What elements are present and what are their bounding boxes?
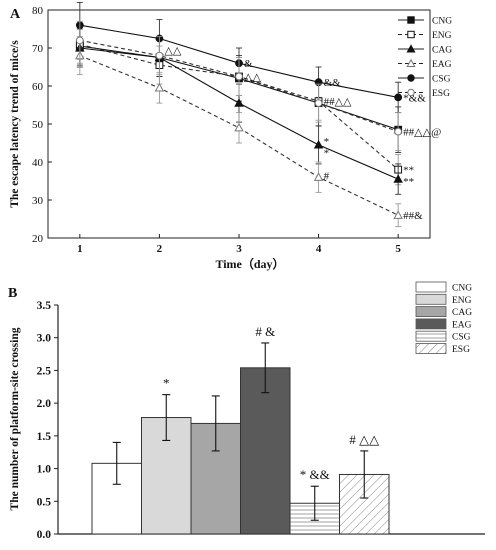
line-chart-series-line [79, 55, 399, 216]
bar-chart-y-tick-label: 2.0 [37, 398, 52, 410]
bar-chart-legend-swatch [415, 293, 447, 305]
bar-chart-bar [240, 367, 291, 535]
bar-chart-bars: * # & * && # △△ [91, 324, 390, 535]
line-chart-legend: CNG ENG CAG EAG CSG ESG [398, 16, 452, 99]
line-chart-legend-label: CNG [432, 17, 452, 27]
bar-chart-y-tick-label: 1.5 [37, 431, 52, 443]
line-chart-annotation: ** [403, 176, 414, 188]
line-chart-point [313, 139, 324, 149]
line-chart-annotation: ##△△ [324, 96, 352, 108]
bar-chart-data-label: # & [255, 324, 275, 339]
line-chart-annotation: && [324, 77, 342, 89]
bar-chart-legend-label: CNG [452, 284, 472, 294]
bar-chart-legend-label: CAG [452, 308, 472, 318]
line-chart-annotation: & [244, 58, 253, 70]
line-chart-legend-marker [407, 74, 415, 82]
line-chart-point [314, 99, 323, 107]
line-chart-point [75, 36, 84, 45]
bar-chart-legend-label: EAG [452, 320, 472, 330]
line-chart-annotation: # [324, 170, 330, 182]
line-chart-annotations: △△&△△ &&##△△**#*&&##△△@****##& [164, 45, 441, 222]
line-chart-point [235, 72, 243, 81]
line-chart-annotation: ##△△@ [403, 127, 441, 139]
bar-chart-legend-label: ENG [452, 296, 472, 306]
line-chart-point [155, 51, 164, 60]
line-chart-point [234, 98, 244, 107]
line-chart-legend-marker [406, 58, 416, 67]
bar-chart-legend-swatch [415, 281, 447, 293]
line-chart-y-tick-label: 80 [32, 5, 44, 17]
line-chart-legend-marker [407, 30, 415, 39]
bar-chart-legend-swatch [415, 330, 447, 342]
panel-a-label: A [10, 7, 21, 22]
line-chart: 20 30 40 50 60 70 80 1 2 3 4 5 △△ & △△ && ##△△ ** # *&& ##△… [9, 1, 452, 271]
bar-chart-legend-label: ESG [452, 345, 470, 355]
line-chart-y-axis-label: The escape latency trend of mice/s [9, 40, 21, 208]
line-chart-y-tick-label: 20 [32, 233, 44, 245]
line-chart-legend-label: ENG [432, 31, 452, 41]
line-chart-point [313, 172, 324, 181]
line-chart-x-tick-label: 4 [316, 243, 322, 255]
line-chart-axes: 20 30 40 50 60 70 80 1 2 3 4 5 [32, 5, 401, 255]
bar-chart-legend-swatch [415, 343, 447, 354]
line-chart-y-tick-label: 40 [32, 157, 44, 169]
line-chart-legend-label: ESG [432, 89, 450, 99]
line-chart-legend-label: EAG [432, 60, 452, 70]
line-chart-x-tick-label: 2 [157, 243, 163, 255]
bar-chart: 0.0 0.5 1.0 1.5 2.0 2.5 3.0 3.5 * # & * && # △△ Th… [9, 281, 485, 541]
bar-chart-y-axis-label: The number of platform-site crossing [9, 327, 21, 510]
line-chart-x-tick-label: 3 [236, 243, 242, 255]
bar-chart-y-tick-label: 0.0 [37, 529, 52, 541]
line-chart-x-axis-label: Time（day） [215, 256, 284, 271]
bar-chart-legend-swatch [415, 318, 447, 330]
line-chart-legend-marker [406, 44, 416, 53]
line-chart-legend-label: CAG [432, 46, 452, 56]
line-chart-point [234, 122, 244, 132]
line-chart-y-tick-label: 50 [32, 119, 44, 131]
line-chart-point [393, 210, 403, 219]
line-chart-y-tick-label: 60 [32, 81, 44, 93]
bar-chart-data-label: # △△ [349, 432, 379, 447]
line-chart-annotation: *&& [403, 92, 426, 104]
bar-chart-data-label: * [163, 376, 170, 391]
panel-b-label: B [8, 286, 17, 301]
line-chart-legend-marker [407, 88, 415, 97]
bar-chart-y-tick-label: 1.0 [37, 464, 52, 476]
bar-chart-legend-label: CSG [452, 333, 471, 343]
line-chart-x-tick-label: 5 [395, 243, 401, 255]
line-chart-annotation: △△ [244, 72, 261, 84]
line-chart-point [394, 93, 403, 102]
bar-chart-legend-swatch [415, 306, 447, 318]
line-chart-y-tick-label: 30 [32, 195, 44, 207]
line-chart-y-tick-label: 70 [32, 43, 44, 55]
bar-chart-y-tick-label: 3.0 [37, 333, 52, 345]
line-chart-point [393, 174, 403, 183]
bar-chart-data-label: * && [300, 467, 330, 482]
line-chart-point [154, 82, 165, 92]
line-chart-series [75, 1, 403, 228]
bar-chart-legend: CNG ENG CAG EAG CSG ESG [415, 281, 472, 355]
bar-chart-y-tick-label: 2.5 [37, 365, 52, 377]
bar-chart-y-tick-label: 3.5 [37, 300, 52, 312]
line-chart-legend-marker [407, 16, 415, 24]
line-chart-annotation: * [324, 148, 330, 160]
line-chart-annotation: ** [403, 165, 414, 177]
bar-chart-y-tick-label: 0.5 [37, 496, 52, 508]
line-chart-legend-label: CSG [432, 75, 451, 85]
line-chart-point [394, 127, 403, 136]
line-chart-annotation: ##& [403, 210, 423, 222]
line-chart-x-tick-label: 1 [77, 243, 83, 255]
line-chart-annotation: △△ [164, 45, 181, 57]
line-chart-annotation: * [324, 136, 330, 148]
